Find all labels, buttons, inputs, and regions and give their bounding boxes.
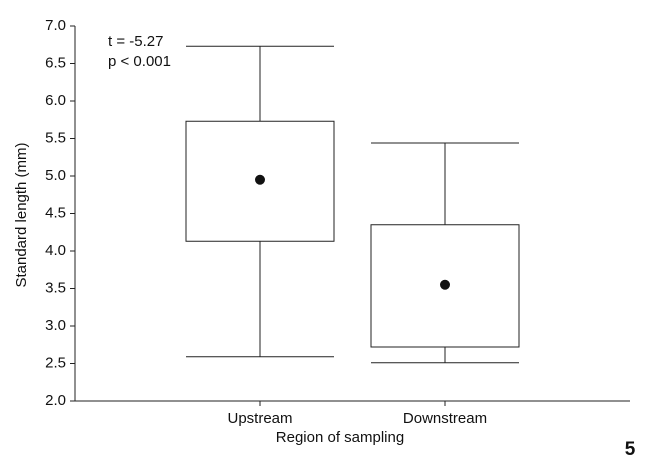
y-tick-label: 5.5 — [45, 129, 66, 146]
y-tick-label: 2.5 — [45, 354, 66, 371]
y-axis-label: Standard length (mm) — [13, 142, 30, 287]
x-tick-label: Upstream — [227, 410, 292, 427]
panel-label: 5 — [625, 439, 636, 459]
y-tick-label: 4.0 — [45, 242, 66, 259]
y-tick-label: 5.0 — [45, 167, 66, 184]
annotation: t = -5.27 — [108, 33, 163, 50]
y-tick-label: 6.0 — [45, 92, 66, 109]
y-tick-label: 3.0 — [45, 317, 66, 334]
y-tick-label: 7.0 — [45, 17, 66, 34]
mean-marker — [440, 279, 450, 290]
x-axis-label: Region of sampling — [276, 429, 404, 446]
y-tick-label: 6.5 — [45, 54, 66, 71]
annotation: p < 0.001 — [108, 53, 171, 70]
y-tick-label: 3.5 — [45, 279, 66, 296]
x-tick-label: Downstream — [403, 410, 487, 427]
y-tick-label: 4.5 — [45, 204, 66, 221]
mean-marker — [255, 174, 265, 185]
y-tick-label: 2.0 — [45, 392, 66, 409]
